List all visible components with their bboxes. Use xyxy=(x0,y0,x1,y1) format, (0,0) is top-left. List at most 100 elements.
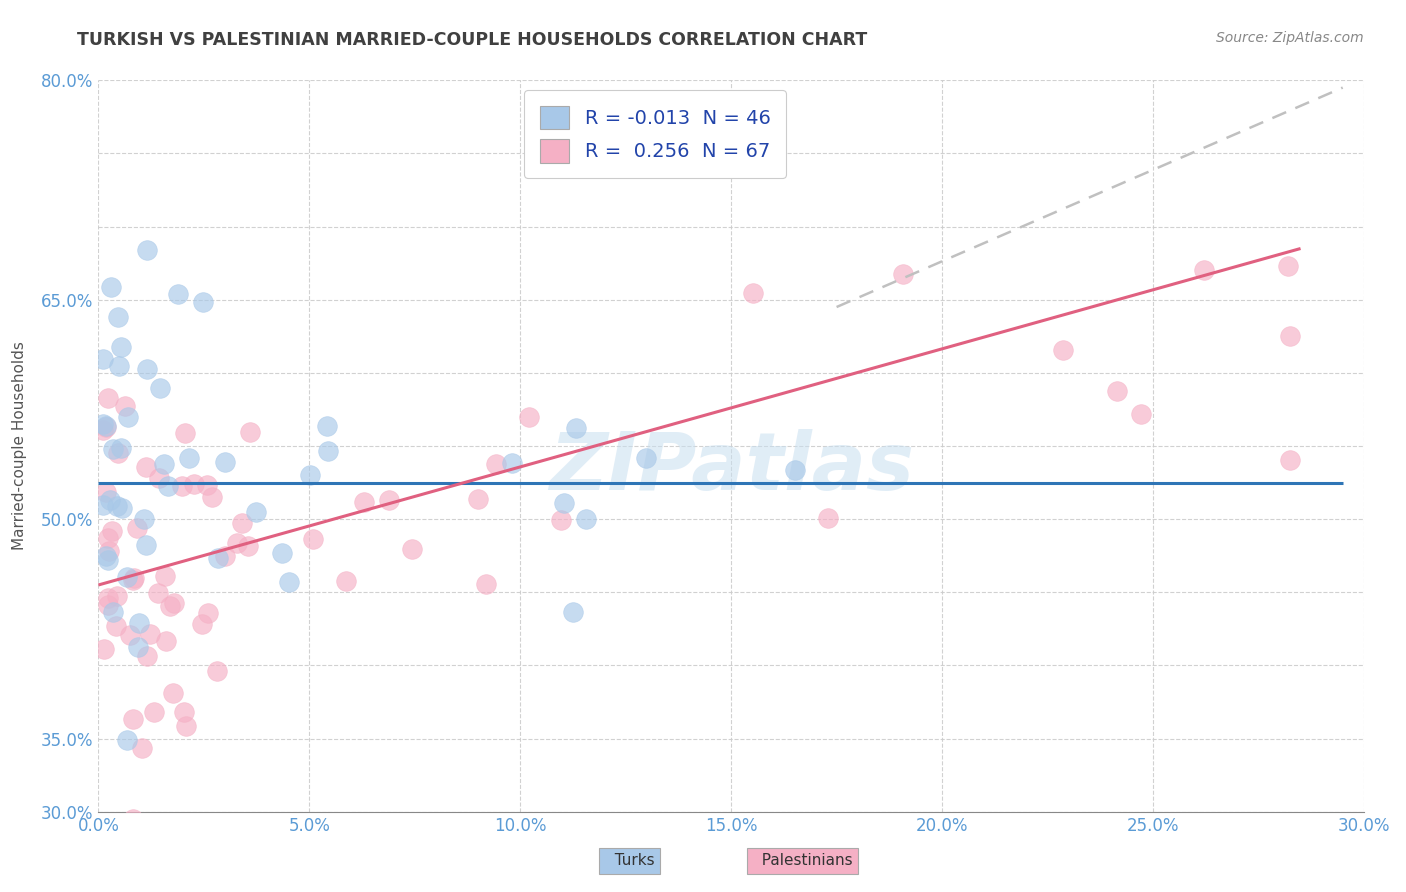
Point xyxy=(132,512,155,526)
Point xyxy=(142,705,165,719)
Point xyxy=(475,576,498,591)
Point xyxy=(177,451,200,466)
Point xyxy=(562,605,585,619)
Point xyxy=(91,498,114,512)
Point xyxy=(485,458,508,472)
Point xyxy=(135,539,157,553)
Point xyxy=(245,505,267,519)
Point xyxy=(101,442,124,457)
Point xyxy=(302,532,325,546)
Text: Source: ZipAtlas.com: Source: ZipAtlas.com xyxy=(1216,31,1364,45)
Point xyxy=(94,549,117,563)
Point xyxy=(107,446,129,460)
Point xyxy=(122,712,145,726)
Point xyxy=(97,553,120,567)
Point xyxy=(110,500,132,515)
Point xyxy=(91,417,114,432)
Point xyxy=(107,310,129,325)
Point xyxy=(152,457,174,471)
Point xyxy=(316,443,339,458)
Point xyxy=(1052,343,1074,357)
Point xyxy=(120,628,142,642)
Point xyxy=(742,285,765,300)
Point xyxy=(136,649,159,664)
Point xyxy=(127,640,149,654)
Point xyxy=(519,410,541,425)
Point xyxy=(91,423,114,437)
Point xyxy=(785,463,807,477)
Point xyxy=(103,605,125,619)
Point xyxy=(98,492,121,507)
Y-axis label: Married-couple Households: Married-couple Households xyxy=(13,342,27,550)
Point xyxy=(207,550,229,565)
Point xyxy=(226,536,249,550)
Point xyxy=(636,451,658,466)
Point xyxy=(124,571,146,585)
Point xyxy=(115,570,138,584)
Point xyxy=(553,496,575,510)
Point xyxy=(100,280,122,294)
Point xyxy=(231,516,253,530)
Point xyxy=(817,510,839,524)
Point xyxy=(110,340,132,354)
Point xyxy=(467,491,489,506)
Point xyxy=(155,634,177,648)
Point xyxy=(163,597,186,611)
Point xyxy=(214,455,236,469)
Point xyxy=(1105,384,1128,398)
Point xyxy=(239,425,262,440)
Point xyxy=(550,513,572,527)
Point xyxy=(173,426,195,441)
Point xyxy=(1278,452,1301,467)
Point xyxy=(159,599,181,613)
Point xyxy=(96,420,118,434)
Point xyxy=(564,421,586,435)
Point xyxy=(136,362,159,376)
Point xyxy=(155,569,177,583)
Point xyxy=(148,471,170,485)
Point xyxy=(105,619,128,633)
Point xyxy=(197,606,219,620)
Point xyxy=(183,476,205,491)
Point xyxy=(136,243,159,257)
Point xyxy=(278,574,301,589)
Point xyxy=(97,392,120,406)
Point xyxy=(378,492,401,507)
Text: Palestinians: Palestinians xyxy=(752,854,853,868)
Point xyxy=(127,521,149,535)
Point xyxy=(173,705,195,719)
Point xyxy=(195,477,218,491)
Point xyxy=(167,287,190,301)
Text: Turks: Turks xyxy=(605,854,654,868)
Point xyxy=(271,546,294,560)
Point xyxy=(1192,263,1215,277)
Point xyxy=(893,267,915,281)
Text: TURKISH VS PALESTINIAN MARRIED-COUPLE HOUSEHOLDS CORRELATION CHART: TURKISH VS PALESTINIAN MARRIED-COUPLE HO… xyxy=(77,31,868,49)
Point xyxy=(93,642,115,657)
Point xyxy=(117,410,139,425)
Point xyxy=(162,686,184,700)
Point xyxy=(122,812,145,826)
Point xyxy=(1279,329,1302,343)
Point xyxy=(156,478,179,492)
Point xyxy=(299,468,322,483)
Point xyxy=(139,627,162,641)
Point xyxy=(97,598,120,612)
Point xyxy=(135,459,157,474)
Point xyxy=(236,540,259,554)
Point xyxy=(114,399,136,413)
Point xyxy=(91,352,114,367)
Point xyxy=(214,549,236,564)
Point xyxy=(97,544,120,558)
Point xyxy=(94,485,117,500)
Point xyxy=(501,456,523,470)
Point xyxy=(94,419,117,434)
Point xyxy=(105,589,128,603)
Point xyxy=(200,490,222,504)
Point xyxy=(401,541,423,556)
Point xyxy=(105,499,128,513)
Point xyxy=(191,616,214,631)
Text: ZIPatlas: ZIPatlas xyxy=(548,429,914,507)
Point xyxy=(131,741,153,756)
Point xyxy=(174,719,197,733)
